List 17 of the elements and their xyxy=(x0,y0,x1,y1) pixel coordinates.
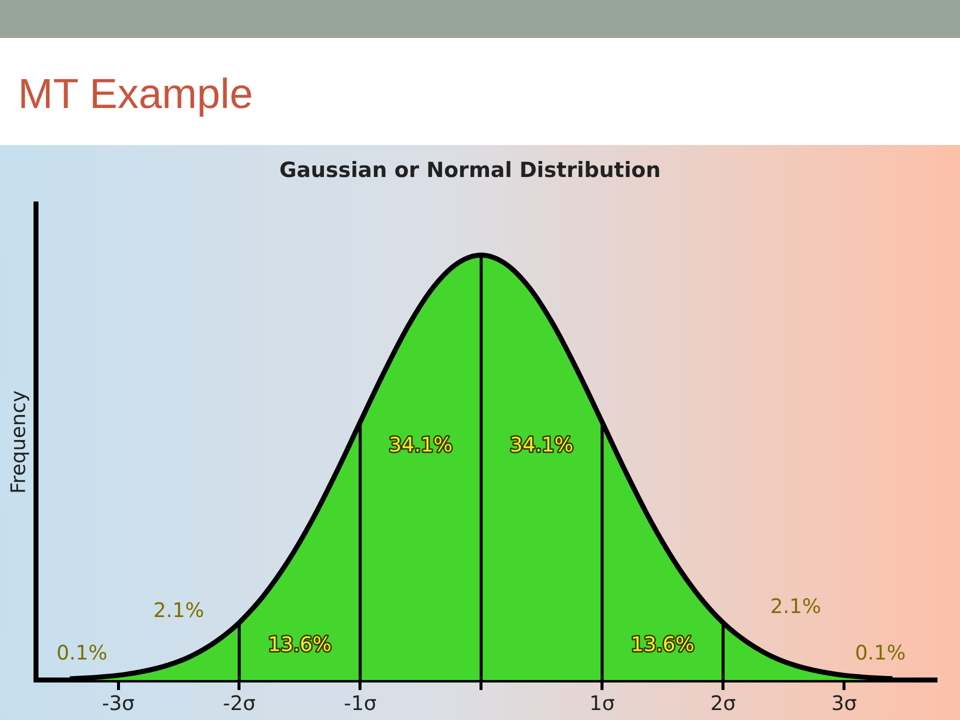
x-tick-label: -2σ xyxy=(222,691,256,716)
x-tick-label: 2σ xyxy=(710,691,736,716)
x-tick-label: 1σ xyxy=(589,691,616,716)
annotation: 13.6% xyxy=(630,632,694,656)
x-tick-label: 3σ xyxy=(831,691,858,716)
x-tick-label: -3σ xyxy=(102,691,135,716)
chart-subtitle: Gaussian or Normal Distribution xyxy=(279,158,661,182)
chart-title: MT Example xyxy=(17,69,254,119)
x-tick-label: -1σ xyxy=(344,691,377,716)
annotation: 34.1% xyxy=(510,432,574,457)
annotation: 0.1% xyxy=(854,640,906,665)
annotation: 13.6% xyxy=(268,632,332,656)
annotation: 2.1% xyxy=(770,594,822,618)
y-axis-title: Frequency xyxy=(6,390,30,494)
annotation: 0.1% xyxy=(56,640,108,665)
annotation: 2.1% xyxy=(153,598,204,622)
annotation: 34.1% xyxy=(388,432,452,457)
